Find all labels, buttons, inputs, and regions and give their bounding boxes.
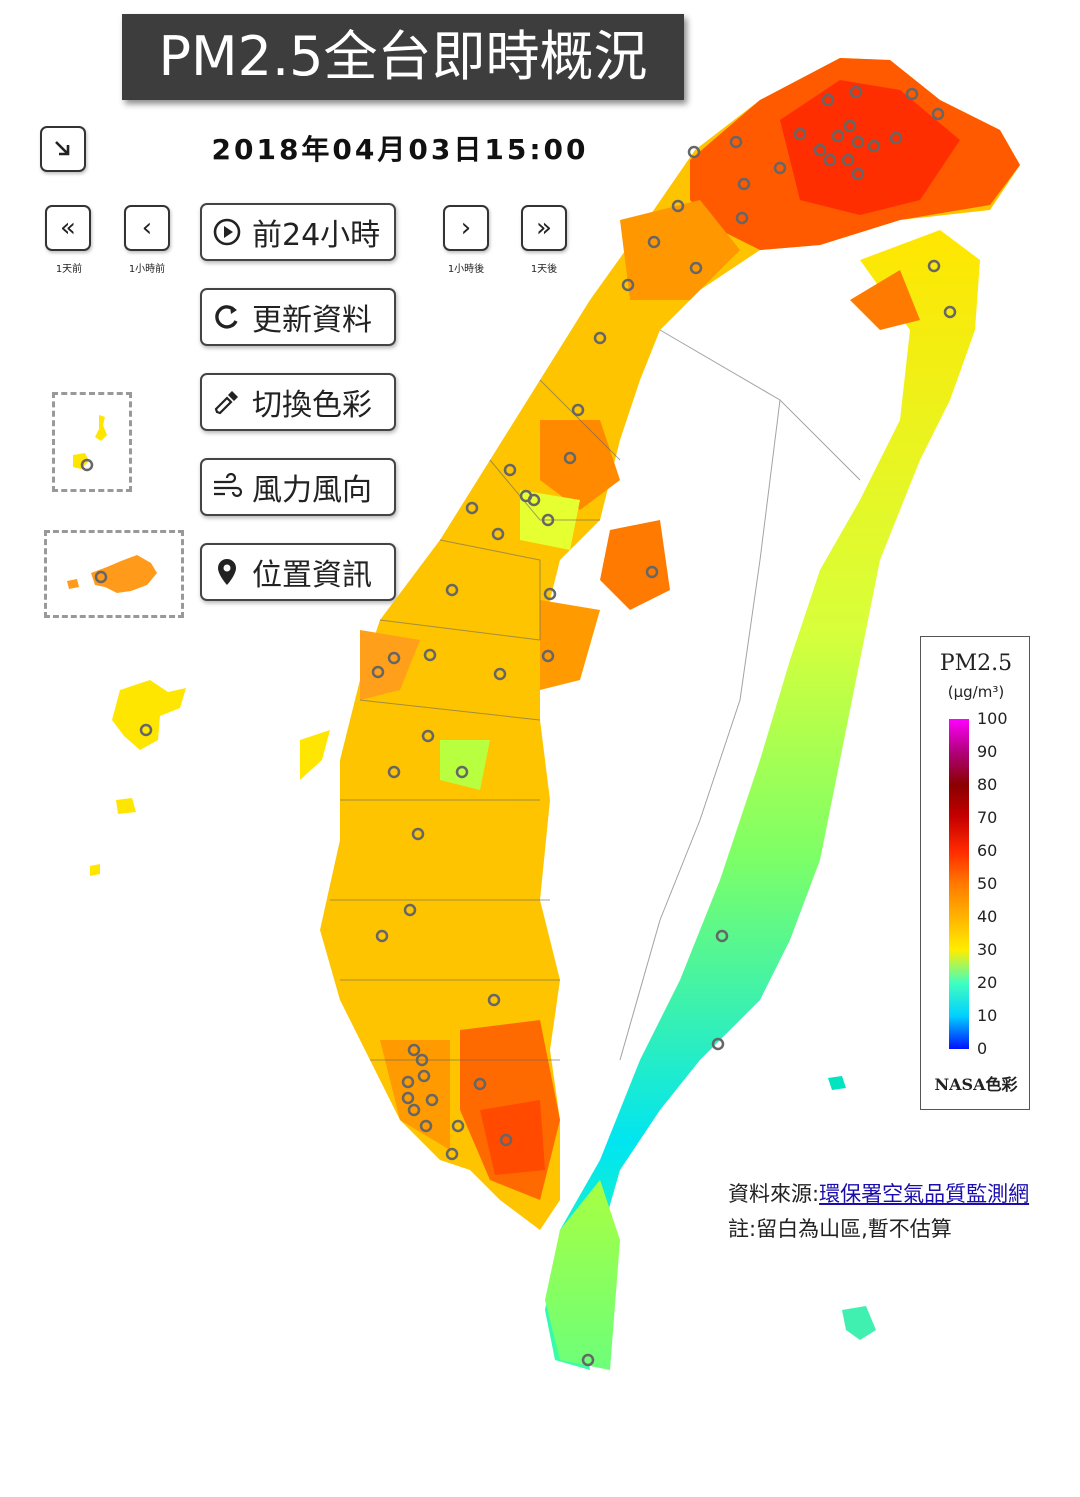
pm25-legend: PM2.5 (μg/m³) 100 90 80 70 60 50 40 30 2… <box>920 636 1030 1110</box>
day-back-button[interactable]: « <box>45 205 91 251</box>
refresh-data-button[interactable]: 更新資料 <box>200 288 396 346</box>
legend-tick: 0 <box>977 1039 988 1058</box>
east-coast <box>545 230 980 1370</box>
orchid-island <box>842 1306 876 1340</box>
legend-tick: 100 <box>977 709 1008 728</box>
matsu-inset <box>52 392 132 492</box>
hour-back-caption: 1小時前 <box>128 264 166 275</box>
refresh-icon <box>202 302 252 332</box>
station-markers <box>371 85 957 1367</box>
switch-color-button[interactable]: 切換色彩 <box>200 373 396 431</box>
map-note: 註:留白為山區,暫不估算 <box>728 1217 952 1241</box>
wind-button[interactable]: 風力風向 <box>200 458 396 516</box>
collapse-button[interactable] <box>40 126 86 172</box>
legend-color-bar <box>949 719 969 1049</box>
map-pin-icon <box>202 557 252 587</box>
legend-tick: 80 <box>977 775 998 794</box>
hour-forward-button[interactable]: › <box>443 205 489 251</box>
day-forward-caption: 1天後 <box>530 264 558 275</box>
prev-24-hours-label: 前24小時 <box>252 218 381 253</box>
legend-tick: 70 <box>977 808 998 827</box>
data-source-link[interactable]: 環保署空氣品質監測網 <box>819 1182 1030 1206</box>
hour-back-button[interactable]: ‹ <box>124 205 170 251</box>
legend-unit: (μg/m³) <box>947 683 1005 701</box>
prev-24-hours-button[interactable]: 前24小時 <box>200 203 396 261</box>
double-chevron-right-icon: » <box>536 213 552 243</box>
wind-icon <box>202 472 252 502</box>
hour-forward-caption: 1小時後 <box>447 264 485 275</box>
chevron-left-icon: ‹ <box>141 213 153 243</box>
legend-tick: 10 <box>977 1006 998 1025</box>
chevron-right-icon: › <box>460 213 472 243</box>
legend-title: PM2.5 <box>939 651 1013 676</box>
legend-tick: 90 <box>977 742 998 761</box>
play-circle-icon <box>202 217 252 247</box>
legend-footer: NASA色彩 <box>934 1075 1018 1094</box>
day-forward-button[interactable]: » <box>521 205 567 251</box>
legend-tick: 40 <box>977 907 998 926</box>
refresh-data-label: 更新資料 <box>252 303 372 338</box>
county-borders <box>330 329 861 1061</box>
wind-label: 風力風向 <box>252 473 372 508</box>
penghu-islands <box>90 680 330 876</box>
legend-tick: 50 <box>977 874 998 893</box>
taiwan-main-island <box>320 58 1020 1230</box>
data-timestamp: 2018年04月03日15:00 <box>211 133 589 166</box>
switch-color-label: 切換色彩 <box>252 388 372 423</box>
arrow-down-right-icon <box>55 141 70 156</box>
data-source: 資料來源:環保署空氣品質監測網 <box>728 1178 1029 1208</box>
location-label: 位置資訊 <box>252 558 372 593</box>
green-island <box>828 1076 846 1090</box>
day-back-caption: 1天前 <box>55 264 83 275</box>
double-chevron-left-icon: « <box>60 213 76 243</box>
eyedropper-icon <box>202 387 252 417</box>
kinmen-inset <box>44 530 184 618</box>
data-source-label: 資料來源: <box>728 1182 820 1206</box>
location-button[interactable]: 位置資訊 <box>200 543 396 601</box>
legend-tick: 30 <box>977 940 998 959</box>
legend-tick: 60 <box>977 841 998 860</box>
legend-tick: 20 <box>977 973 998 992</box>
page-title: PM2.5全台即時概況 <box>122 14 684 100</box>
